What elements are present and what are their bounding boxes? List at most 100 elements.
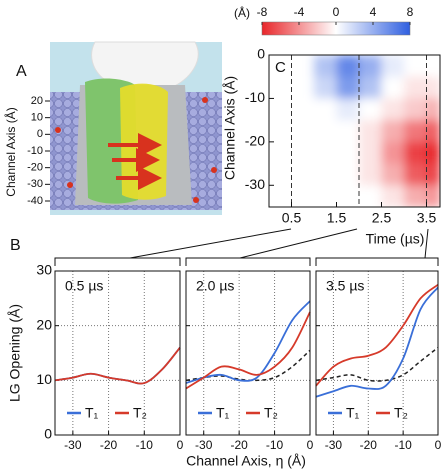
panel-label: A xyxy=(16,63,27,80)
series-line xyxy=(185,349,311,382)
series-line xyxy=(185,311,311,390)
heatmap-cell xyxy=(336,76,360,99)
x-axis-label: Time (µs) xyxy=(366,231,425,247)
y-tick-label: -10 xyxy=(27,145,43,157)
y-axis-label: Channel Axis (Å) xyxy=(222,76,238,180)
heatmap-cell xyxy=(426,55,440,78)
colorbar-tick-label: 0 xyxy=(333,5,340,19)
x-tick-label: 0 xyxy=(307,438,314,452)
heatmap-cell xyxy=(404,98,427,121)
plot-frame xyxy=(315,270,439,436)
colorbar-tick-label: -4 xyxy=(294,5,305,19)
x-tick-label: -10 xyxy=(394,438,412,452)
x-tick-label: 0 xyxy=(177,438,184,452)
panel-title: 3.5 µs xyxy=(326,278,364,294)
heatmap-cell xyxy=(381,55,405,78)
heatmap-cell xyxy=(314,141,337,165)
y-tick-label: -40 xyxy=(27,195,43,207)
heatmap-cell xyxy=(314,98,337,121)
heatmap-cell xyxy=(404,141,427,165)
heatmap-cell xyxy=(404,76,427,99)
x-tick-label: 0.5 xyxy=(282,210,302,226)
legend-label: T₁ xyxy=(346,405,360,421)
y-tick-label: 30 xyxy=(36,262,52,278)
y-tick-label: -30 xyxy=(27,178,43,190)
plot-frame xyxy=(268,54,441,208)
y-tick-label: -20 xyxy=(245,133,265,149)
heatmap-cells xyxy=(314,55,440,207)
y-tick-label: 0 xyxy=(257,46,265,62)
heatmap-cell xyxy=(336,55,360,78)
heatmap-cell xyxy=(381,76,405,99)
y-axis-label: LG Opening (Å) xyxy=(7,304,23,402)
heatmap-cell xyxy=(359,141,382,165)
x-tick-label: 1.5 xyxy=(327,210,347,226)
heatmap-cell xyxy=(426,185,440,207)
panel-title: 2.0 µs xyxy=(196,278,234,294)
y-axis-label: Channel Axis (Å) xyxy=(3,107,18,196)
heatmap-cell xyxy=(426,163,440,186)
legend-label: T₂ xyxy=(264,405,278,421)
heatmap-cell xyxy=(314,55,337,78)
series-line xyxy=(185,300,311,384)
x-axis-label: Channel Axis, η (Å) xyxy=(186,453,306,469)
x-tick-label: -30 xyxy=(195,438,213,452)
y-tick-label: -10 xyxy=(245,89,265,105)
x-tick-label: -30 xyxy=(64,438,82,452)
heatmap-cell xyxy=(381,120,405,143)
x-tick-label: 3.5 xyxy=(417,210,437,226)
heatmap-cell xyxy=(381,141,405,165)
heatmap-cell xyxy=(381,163,405,186)
panel-label: B xyxy=(10,237,21,254)
heatmap-cell xyxy=(381,185,405,207)
heatmap-cell xyxy=(314,163,337,186)
y-tick-label: 0 xyxy=(44,426,52,442)
heatmap-cell xyxy=(426,98,440,121)
heatmap-cell xyxy=(359,98,382,121)
x-tick-label: -10 xyxy=(266,438,284,452)
legend-label: T₂ xyxy=(394,405,408,421)
x-tick-label: -20 xyxy=(360,438,378,452)
series-line xyxy=(315,286,439,398)
x-tick-label: 2.5 xyxy=(372,210,392,226)
legend-label: T₂ xyxy=(133,405,147,421)
y-tick-label: 10 xyxy=(36,371,52,387)
heatmap-cell xyxy=(336,163,360,186)
heatmap-area xyxy=(314,55,440,207)
heatmap-cell xyxy=(426,76,440,99)
heatmap-cell xyxy=(336,185,360,207)
colorbar-tick-label: -8 xyxy=(257,5,268,19)
series-line xyxy=(315,283,439,387)
x-tick-label: -10 xyxy=(136,438,154,452)
heatmap-cell xyxy=(314,185,337,207)
panel-title: 0.5 µs xyxy=(65,278,103,294)
x-tick-label: -30 xyxy=(325,438,343,452)
y-tick-label: -20 xyxy=(27,162,43,174)
colorbar-tick-label: 4 xyxy=(370,5,377,19)
structure-image xyxy=(50,41,222,215)
heatmap-cell xyxy=(314,120,337,143)
plot-frame xyxy=(185,270,311,436)
legend-label: T₁ xyxy=(85,405,99,421)
y-tick-label: 10 xyxy=(31,112,43,124)
legend-label: T₁ xyxy=(216,405,230,421)
connectors xyxy=(54,228,439,266)
heatmap-cell xyxy=(336,141,360,165)
heatmap-cell xyxy=(314,76,337,99)
heatmap-cell xyxy=(359,163,382,186)
x-tick-label: 0 xyxy=(435,438,442,452)
heatmap-cell xyxy=(359,76,382,99)
heatmap-cell xyxy=(359,55,382,78)
colorbar-tick-label: 8 xyxy=(407,5,414,19)
heatmap-cell xyxy=(404,120,427,143)
heatmap-cell xyxy=(404,163,427,186)
colorbar-label: (Å) xyxy=(234,5,250,20)
heatmap-cell xyxy=(381,98,405,121)
x-tick-label: -20 xyxy=(100,438,118,452)
plot-frame xyxy=(54,270,181,436)
x-tick-label: -20 xyxy=(230,438,248,452)
y-tick-label: 20 xyxy=(31,95,43,107)
heatmap-cell xyxy=(359,120,382,143)
